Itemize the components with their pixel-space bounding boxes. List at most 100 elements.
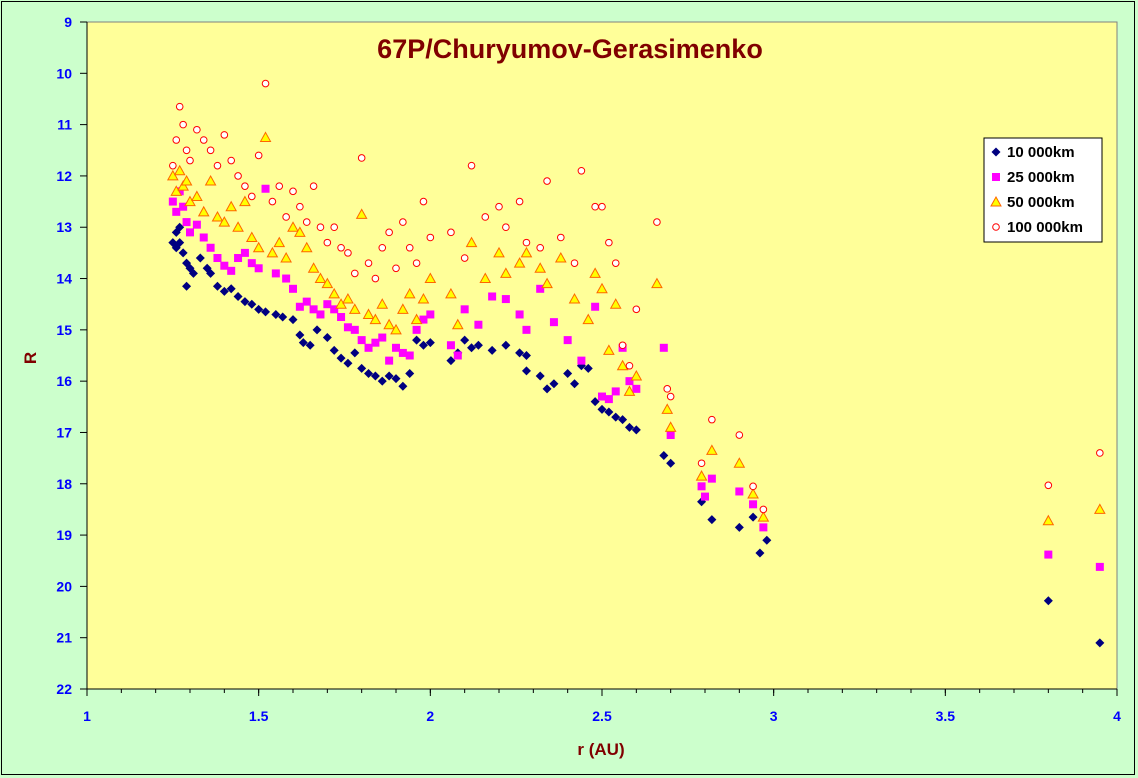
data-point bbox=[234, 254, 243, 263]
data-point bbox=[412, 335, 422, 345]
x-tick-label: 1 bbox=[83, 708, 91, 724]
data-point bbox=[1095, 638, 1105, 648]
data-point bbox=[598, 392, 606, 401]
x-axis-ticks: 1 1.5 2 2.5 3 3.5 4 bbox=[83, 689, 1121, 724]
data-point bbox=[536, 243, 545, 252]
legend-marker bbox=[991, 147, 1001, 157]
data-point bbox=[350, 325, 359, 334]
data-point bbox=[707, 515, 717, 525]
data-point bbox=[227, 156, 235, 165]
data-point bbox=[199, 136, 208, 144]
data-point bbox=[624, 422, 634, 432]
data-point bbox=[175, 222, 185, 232]
data-point bbox=[392, 343, 400, 352]
data-point bbox=[385, 228, 393, 237]
data-point bbox=[515, 348, 525, 358]
data-point bbox=[412, 259, 421, 267]
data-point bbox=[377, 376, 387, 386]
data-point bbox=[632, 305, 641, 314]
data-point bbox=[172, 136, 181, 144]
data-point bbox=[261, 184, 270, 193]
data-point bbox=[239, 195, 251, 207]
data-point bbox=[206, 146, 215, 155]
data-point bbox=[502, 223, 510, 232]
data-point bbox=[220, 261, 229, 270]
legend-box bbox=[983, 137, 1103, 243]
data-point bbox=[488, 292, 497, 301]
plot-area bbox=[86, 21, 1118, 690]
data-point bbox=[666, 392, 675, 401]
data-point bbox=[371, 338, 380, 347]
data-point bbox=[259, 131, 272, 142]
data-point bbox=[384, 371, 394, 381]
data-point bbox=[419, 315, 428, 324]
data-point bbox=[295, 302, 304, 311]
data-point bbox=[412, 325, 421, 334]
data-point bbox=[282, 213, 290, 221]
data-point bbox=[535, 371, 545, 381]
data-point bbox=[398, 381, 408, 391]
data-point bbox=[563, 336, 572, 345]
data-point bbox=[405, 243, 414, 252]
data-point bbox=[759, 505, 768, 514]
data-point bbox=[424, 272, 437, 284]
data-point bbox=[426, 233, 435, 242]
data-point bbox=[343, 358, 353, 368]
series-100-000km bbox=[169, 79, 1104, 514]
data-point bbox=[479, 272, 492, 284]
data-point bbox=[362, 308, 375, 319]
data-point bbox=[589, 267, 601, 278]
data-point bbox=[520, 246, 533, 258]
data-point bbox=[193, 125, 201, 134]
data-point bbox=[733, 457, 746, 468]
data-point bbox=[357, 363, 367, 373]
data-point bbox=[521, 351, 531, 360]
data-point bbox=[344, 249, 352, 257]
y-tick-label: 21 bbox=[56, 630, 72, 646]
data-point bbox=[300, 241, 313, 253]
data-point bbox=[706, 444, 718, 455]
data-point bbox=[192, 220, 201, 229]
data-point bbox=[241, 182, 249, 190]
data-point bbox=[418, 340, 428, 350]
data-point bbox=[630, 369, 643, 381]
data-point bbox=[168, 197, 177, 206]
data-point bbox=[513, 257, 526, 268]
data-point bbox=[391, 374, 401, 384]
data-point bbox=[330, 305, 339, 314]
data-point bbox=[357, 154, 366, 162]
y-tick-label: 13 bbox=[56, 219, 72, 235]
data-point bbox=[604, 407, 614, 417]
data-point bbox=[605, 238, 613, 247]
data-point bbox=[405, 351, 414, 360]
data-point bbox=[289, 284, 297, 293]
data-point bbox=[351, 269, 359, 278]
data-point bbox=[446, 356, 456, 366]
data-point bbox=[631, 425, 641, 435]
data-point bbox=[225, 200, 238, 212]
data-point bbox=[590, 397, 600, 407]
y-tick-label: 9 bbox=[64, 14, 72, 30]
data-point bbox=[611, 387, 620, 396]
data-point bbox=[460, 305, 469, 314]
data-point bbox=[582, 313, 595, 325]
data-point bbox=[385, 356, 394, 365]
data-point bbox=[611, 412, 621, 422]
data-point bbox=[182, 146, 191, 155]
data-point bbox=[342, 293, 354, 304]
data-point bbox=[577, 356, 586, 365]
data-point bbox=[226, 284, 236, 294]
data-point bbox=[289, 187, 297, 196]
data-point bbox=[598, 202, 606, 211]
data-point bbox=[322, 333, 332, 343]
data-point bbox=[515, 310, 524, 319]
data-point bbox=[664, 421, 677, 432]
data-point bbox=[219, 286, 229, 296]
data-point bbox=[755, 548, 765, 558]
data-point bbox=[397, 303, 409, 314]
x-tick-label: 3.5 bbox=[936, 708, 956, 724]
data-point bbox=[175, 102, 184, 111]
data-point bbox=[197, 205, 210, 217]
data-point bbox=[473, 340, 483, 350]
